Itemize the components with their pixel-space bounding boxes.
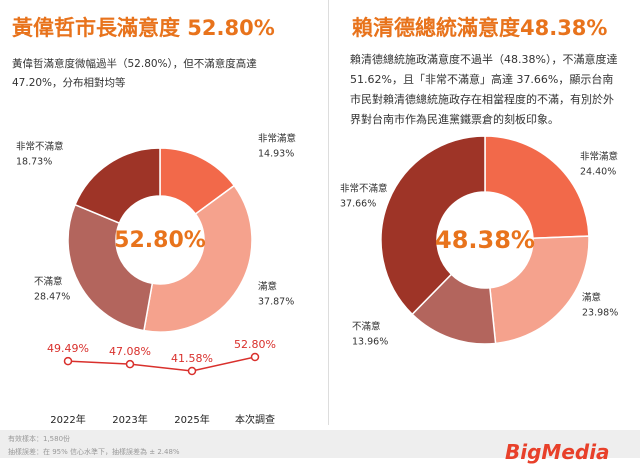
trend-point <box>125 359 135 369</box>
value-label: 24.40% <box>580 167 616 178</box>
description: 賴清德總統施政滿意度不過半（48.38%），不滿意度達 51.62%，且「非常不… <box>350 53 618 126</box>
trend-point <box>187 366 197 376</box>
segment-label: 非常滿意 <box>258 133 296 145</box>
description: 黃偉哲滿意度微幅過半（52.80%），但不滿意度高達 47.20%，分布相對均等 <box>12 58 257 89</box>
footnote: 抽樣誤差：在 95% 信心水準下，抽樣誤差為 ± 2.48% <box>8 448 180 456</box>
center-label: 48.38% <box>435 226 535 254</box>
donut-segment <box>67 203 154 332</box>
value-label: 49.49% <box>47 342 89 355</box>
footer <box>0 430 640 458</box>
value-label: 18.73% <box>16 157 52 168</box>
value-label: 41.58% <box>171 352 213 365</box>
value-label: 47.08% <box>109 345 151 358</box>
center-label: 52.80% <box>114 228 206 253</box>
segment-label: 不滿意 <box>352 321 381 333</box>
value-label: 14.93% <box>258 149 294 160</box>
donut-segment <box>380 135 486 316</box>
segment-label: 非常不滿意 <box>16 141 64 153</box>
x-tick-label: 2023年 <box>112 413 147 426</box>
title: 賴清德總統滿意度48.38% <box>352 16 608 40</box>
donut-segment <box>489 235 590 345</box>
value-label: 23.98% <box>582 308 618 319</box>
value-label: 52.80% <box>234 338 276 351</box>
trend-point <box>63 356 73 366</box>
segment-label: 非常不滿意 <box>340 183 388 195</box>
donut-segment <box>143 184 253 333</box>
segment-label: 滿意 <box>258 281 277 293</box>
x-tick-label: 2025年 <box>174 413 209 426</box>
value-label: 13.96% <box>352 337 388 348</box>
value-label: 37.66% <box>340 199 376 210</box>
trend-point <box>250 352 260 362</box>
x-tick-label: 2022年 <box>50 413 85 426</box>
x-tick-label: 本次調查 <box>235 413 275 426</box>
footnote: 有效樣本：1,580份 <box>8 435 71 443</box>
title: 黃偉哲市長滿意度 52.80% <box>12 16 275 40</box>
segment-label: 非常滿意 <box>580 151 618 163</box>
donut-segment <box>484 135 590 239</box>
trend-line <box>67 356 256 372</box>
donut-segment <box>74 147 161 225</box>
segment-label: 滿意 <box>582 292 601 304</box>
divider <box>328 0 329 425</box>
segment-label: 不滿意 <box>34 276 63 288</box>
value-label: 28.47% <box>34 292 70 303</box>
value-label: 37.87% <box>258 297 294 308</box>
